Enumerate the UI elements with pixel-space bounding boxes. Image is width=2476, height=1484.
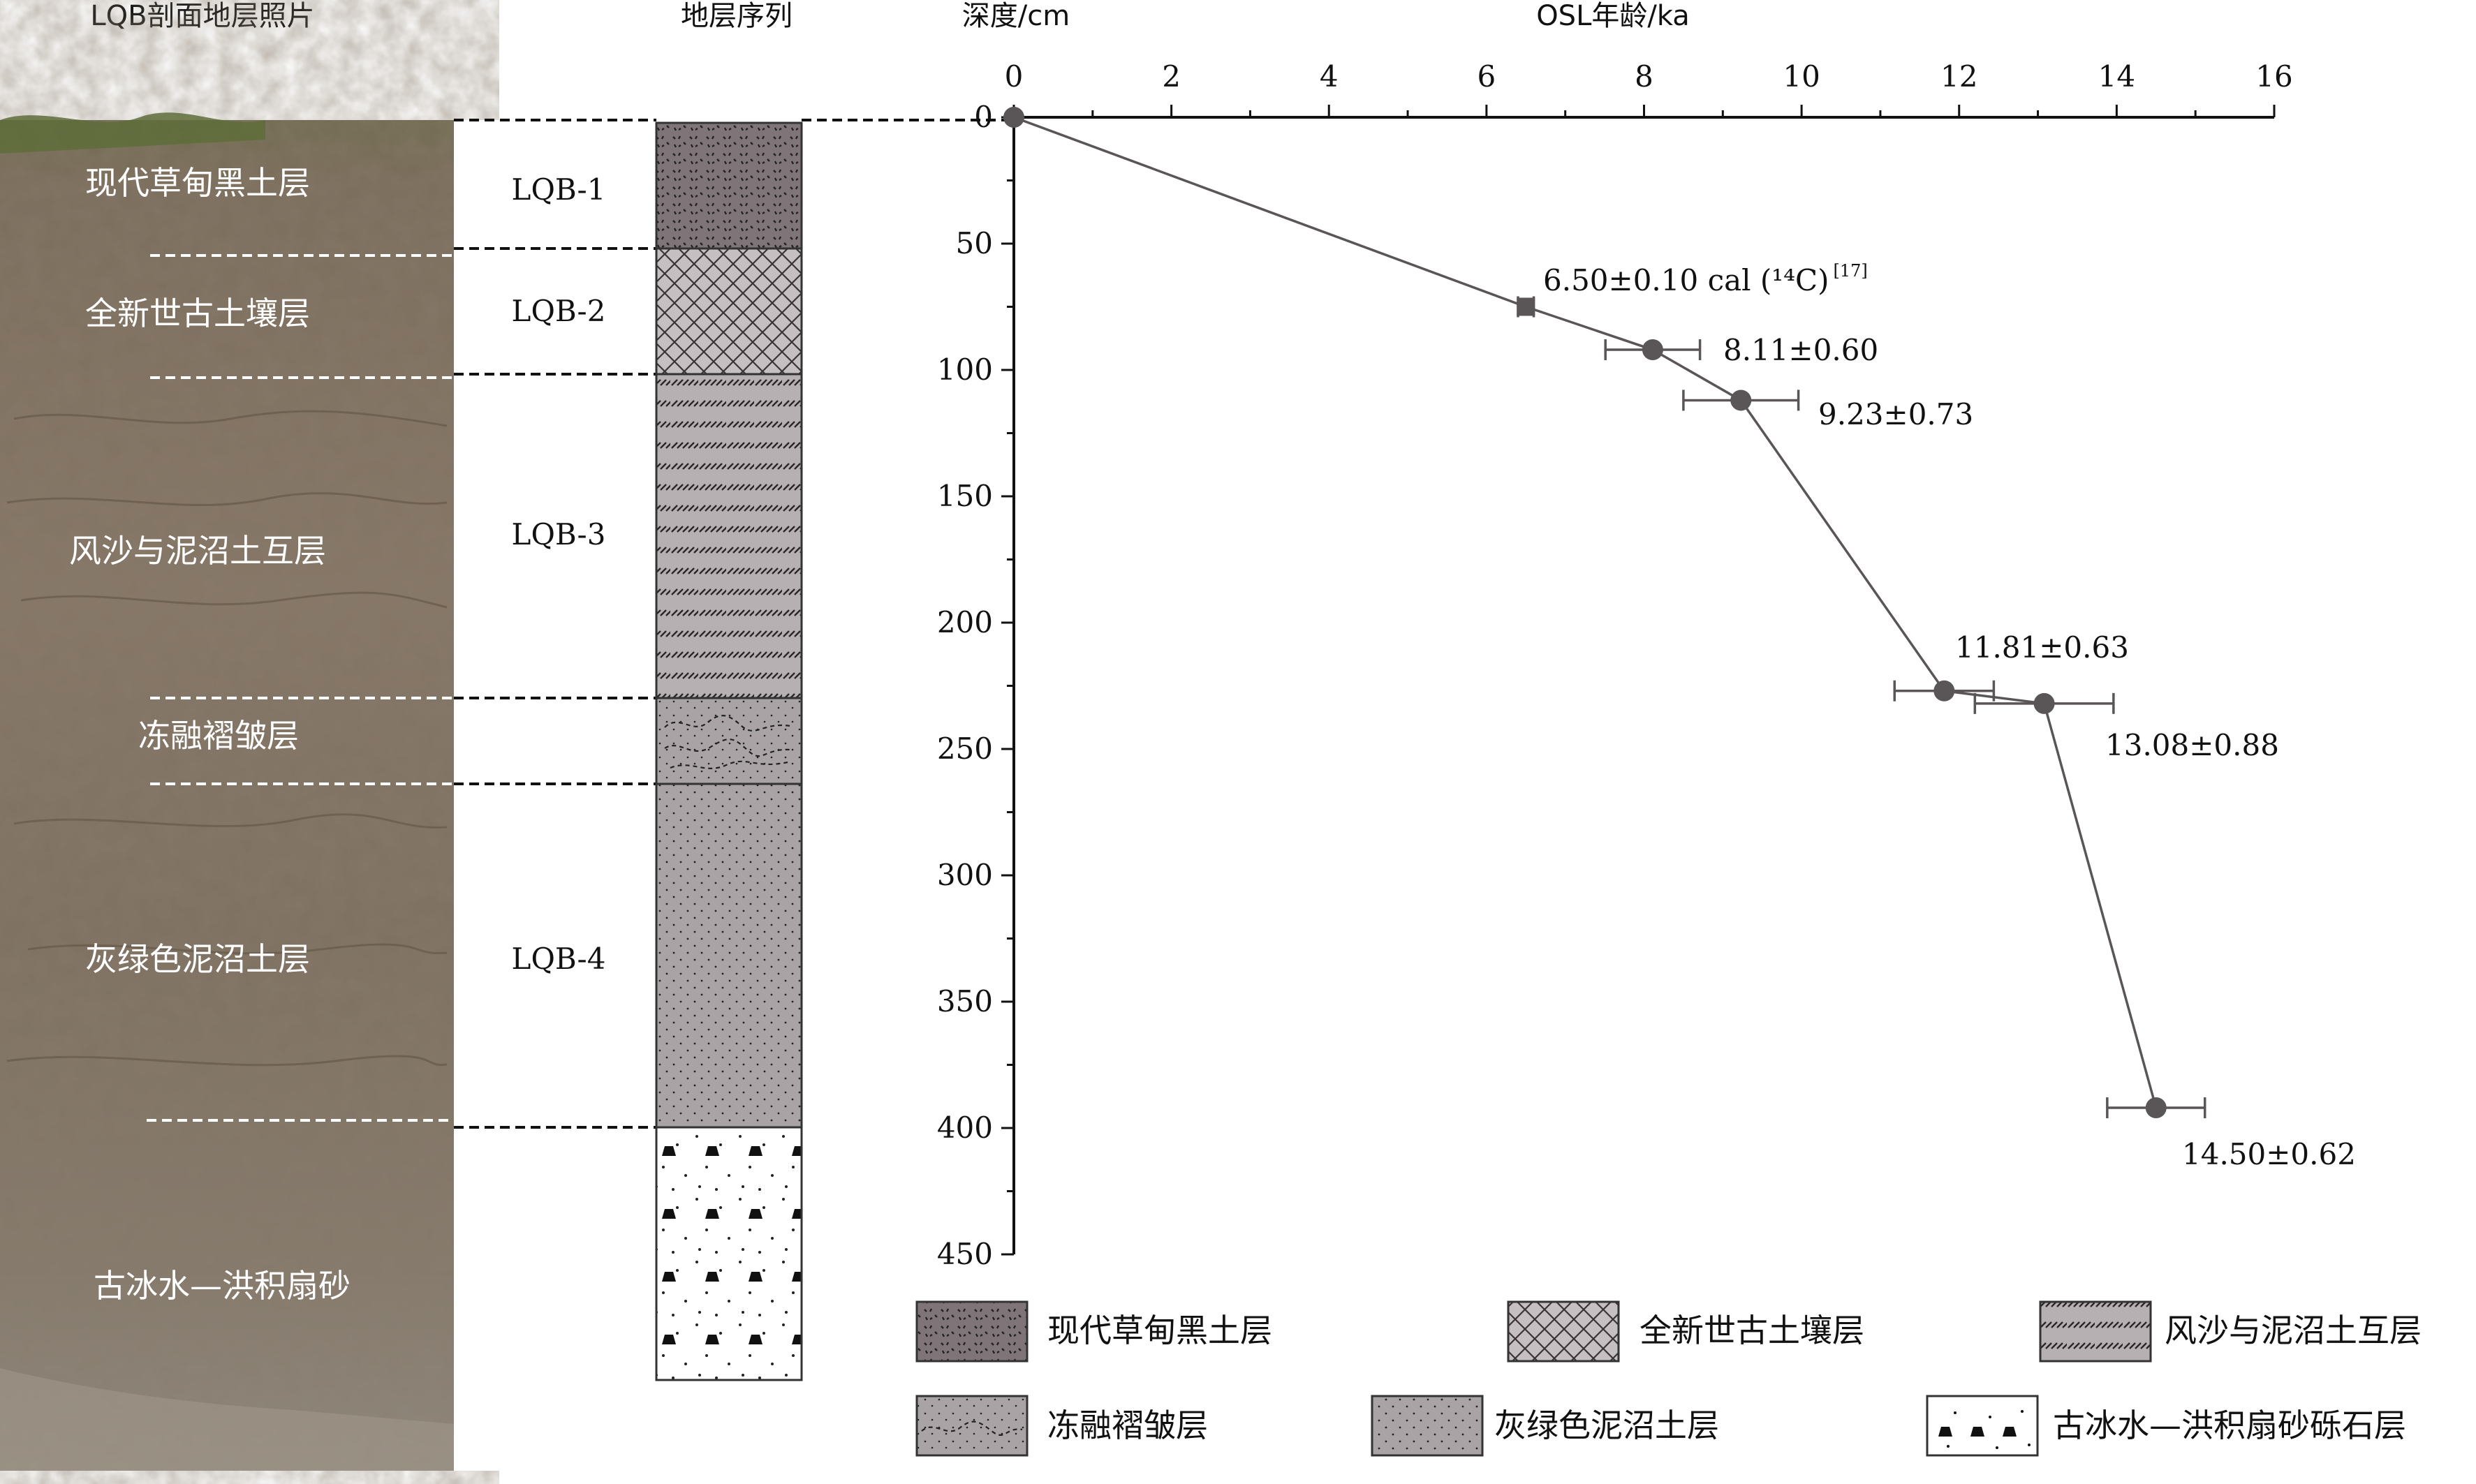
depth-axis-title: 深度/cm (962, 0, 1070, 32)
photo-layer-label: 古冰水—洪积扇砂 (94, 1267, 351, 1305)
photo-layer-label: 风沙与泥沼土互层 (69, 532, 326, 570)
sample-label: LQB-1 (512, 172, 606, 207)
legend-swatch-sand-swamp (2039, 1300, 2152, 1363)
legend-label: 冻融褶皱层 (1047, 1407, 1208, 1444)
legend-swatch-gravel (1926, 1395, 2039, 1457)
y-tick-label: 200 (937, 605, 993, 639)
x-tick-label: 0 (1005, 59, 1024, 94)
chart-axes: 0 2 4 6 8 10 12 14 16 0 50 100 150 200 250 300 350 400 450 (937, 59, 2293, 1271)
photo-header: LQB剖面地层照片 (90, 0, 314, 32)
data-point (1642, 339, 1663, 361)
layer-boundaries (147, 119, 1009, 1129)
legend: 现代草甸黑土层 全新世古土壤层 风沙与泥沼土互层 冻融褶皱层 灰绿色泥沼土层 古… (915, 1300, 2422, 1457)
sequence-header: 地层序列 (681, 0, 793, 32)
y-tick-label: 100 (937, 353, 993, 387)
y-tick-label: 450 (937, 1237, 993, 1271)
legend-label: 全新世古土壤层 (1639, 1312, 1864, 1349)
y-tick-label: 400 (937, 1111, 993, 1145)
data-label: 13.08±0.88 (2105, 728, 2279, 762)
y-tick-label: 50 (956, 226, 993, 260)
data-point (2033, 692, 2055, 714)
legend-swatch-cryoturbation (915, 1395, 1029, 1457)
legend-swatch-black-soil (915, 1300, 1029, 1363)
y-tick-label: 0 (974, 100, 993, 134)
data-label: 8.11±0.60 (1723, 333, 1878, 367)
legend-label: 古冰水—洪积扇砂砾石层 (2053, 1407, 2406, 1444)
data-label: 6.50±0.10 cal (¹⁴C) [17] (1543, 261, 1868, 297)
photo-layer-label: 全新世古土壤层 (85, 295, 310, 332)
x-tick-label: 8 (1635, 59, 1653, 94)
photo-layer-label: 冻融褶皱层 (138, 717, 299, 755)
x-tick-label: 2 (1162, 59, 1181, 94)
data-label: 9.23±0.73 (1818, 397, 1973, 431)
chart-series: 6.50±0.10 cal (¹⁴C) [17] 8.11±0.60 9.23±0.7… (1003, 107, 2356, 1171)
data-point (1517, 297, 1535, 316)
y-tick-label: 350 (937, 984, 993, 1018)
x-tick-label: 12 (1940, 59, 1977, 94)
x-tick-label: 10 (1783, 59, 1820, 94)
data-label-ref: [17] (1834, 261, 1868, 281)
photo-layer-label: 灰绿色泥沼土层 (85, 940, 310, 978)
data-label: 14.50±0.62 (2182, 1137, 2356, 1171)
section-photo (0, 112, 454, 1471)
strat-column (655, 121, 803, 1381)
age-axis-title: OSL年龄/ka (1536, 0, 1690, 32)
data-point (2145, 1097, 2167, 1119)
y-tick-label: 300 (937, 858, 993, 892)
legend-label: 风沙与泥沼土互层 (2165, 1312, 2422, 1349)
legend-swatch-paleosol (1507, 1300, 1620, 1363)
x-tick-label: 14 (2098, 59, 2135, 94)
data-point (1730, 389, 1752, 411)
legend-swatch-swamp-soil (1371, 1395, 1484, 1457)
data-point (1933, 680, 1955, 702)
data-point (1003, 107, 1024, 128)
photo-layer-label: 现代草甸黑土层 (85, 164, 310, 202)
legend-label: 现代草甸黑土层 (1047, 1312, 1272, 1349)
x-tick-label: 6 (1478, 59, 1496, 94)
sample-label: LQB-3 (512, 517, 606, 551)
y-tick-label: 250 (937, 732, 993, 766)
legend-label: 灰绿色泥沼土层 (1494, 1407, 1719, 1444)
data-label: 11.81±0.63 (1955, 630, 2129, 665)
sample-label: LQB-2 (512, 294, 606, 328)
x-tick-label: 16 (2255, 59, 2292, 94)
x-tick-label: 4 (1320, 59, 1339, 94)
sample-label: LQB-4 (512, 942, 606, 976)
y-tick-label: 150 (937, 479, 993, 513)
